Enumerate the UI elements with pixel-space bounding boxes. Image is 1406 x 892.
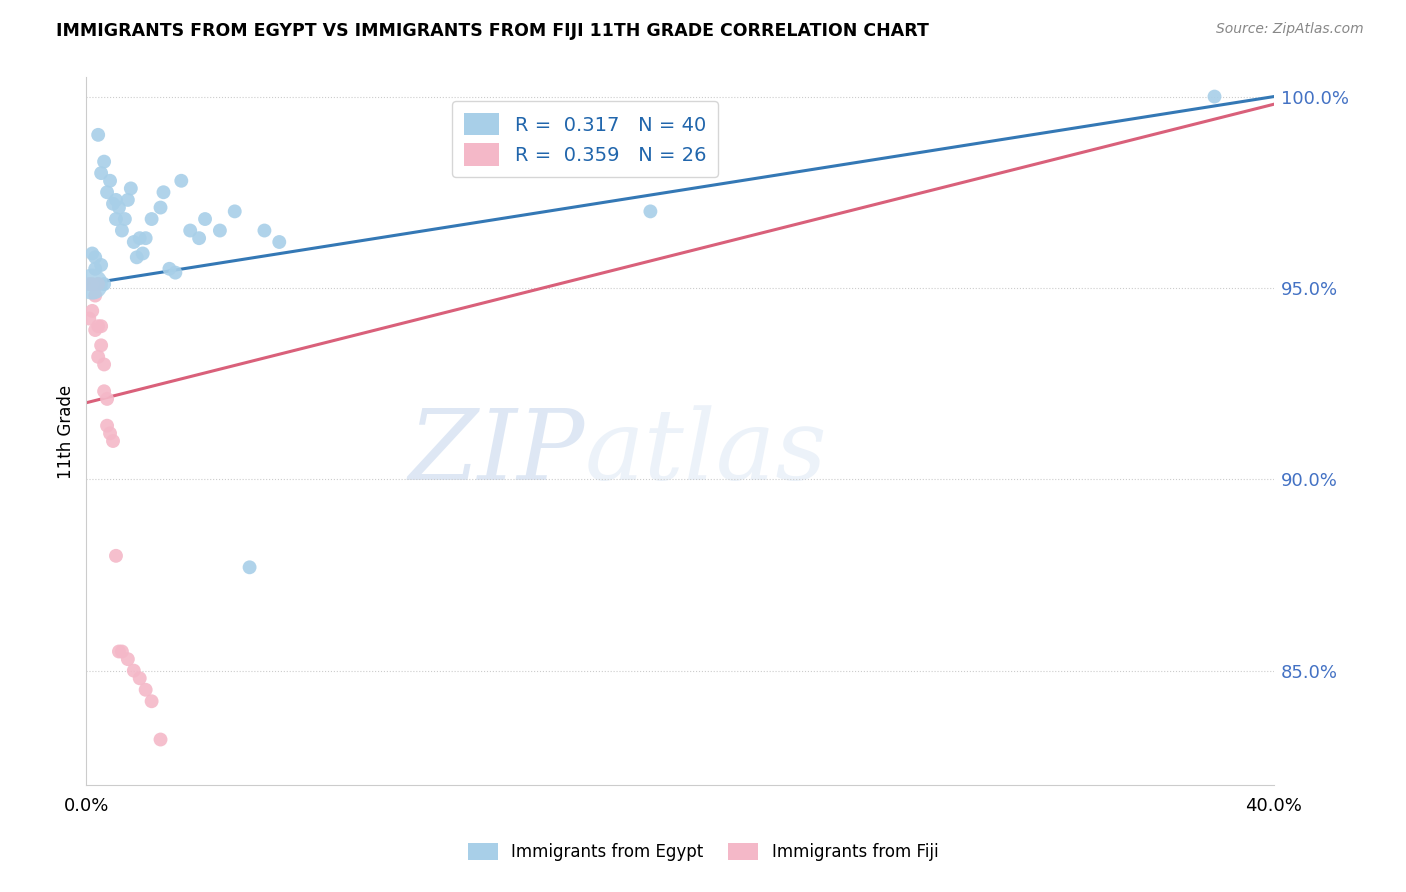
Point bbox=[104, 193, 127, 207]
Point bbox=[87, 128, 110, 142]
Point bbox=[114, 212, 136, 227]
Point bbox=[82, 246, 104, 260]
Point bbox=[128, 231, 150, 245]
Point bbox=[157, 261, 180, 276]
Point bbox=[640, 204, 662, 219]
Point bbox=[82, 304, 104, 318]
Point bbox=[90, 338, 112, 352]
Point bbox=[87, 277, 110, 292]
Point bbox=[93, 277, 115, 292]
Point bbox=[208, 223, 231, 237]
Text: atlas: atlas bbox=[585, 405, 828, 500]
Point bbox=[82, 277, 104, 292]
Point bbox=[135, 231, 157, 245]
Point bbox=[117, 193, 139, 207]
Point bbox=[84, 323, 107, 337]
Point bbox=[111, 644, 134, 658]
Point bbox=[90, 258, 112, 272]
Point bbox=[269, 235, 291, 249]
Point bbox=[179, 223, 201, 237]
Point bbox=[149, 201, 172, 215]
Point bbox=[108, 644, 131, 658]
Point bbox=[141, 694, 163, 708]
Point bbox=[104, 549, 127, 563]
Point bbox=[84, 288, 107, 302]
Point bbox=[141, 212, 163, 227]
Point bbox=[93, 358, 115, 372]
Point bbox=[122, 664, 145, 678]
Point bbox=[96, 186, 118, 200]
Text: ZIP: ZIP bbox=[409, 405, 585, 500]
Point bbox=[253, 223, 276, 237]
Point bbox=[90, 319, 112, 334]
Point bbox=[84, 250, 107, 264]
Point bbox=[170, 174, 193, 188]
Point bbox=[135, 682, 157, 697]
Point bbox=[77, 311, 100, 326]
Point bbox=[96, 392, 118, 406]
Point bbox=[194, 212, 217, 227]
Y-axis label: 11th Grade: 11th Grade bbox=[58, 384, 75, 478]
Point bbox=[87, 319, 110, 334]
Point bbox=[165, 266, 187, 280]
Point bbox=[1204, 89, 1226, 103]
Point bbox=[188, 231, 211, 245]
Point bbox=[87, 277, 110, 292]
Point bbox=[98, 174, 121, 188]
Point bbox=[98, 426, 121, 441]
Point bbox=[128, 671, 150, 685]
Point bbox=[131, 246, 153, 260]
Point bbox=[90, 166, 112, 180]
Point bbox=[111, 223, 134, 237]
Point bbox=[77, 277, 100, 292]
Point bbox=[101, 196, 124, 211]
Point bbox=[84, 261, 107, 276]
Point bbox=[239, 560, 262, 574]
Point bbox=[224, 204, 246, 219]
Point bbox=[104, 212, 127, 227]
Point bbox=[93, 154, 115, 169]
Legend: Immigrants from Egypt, Immigrants from Fiji: Immigrants from Egypt, Immigrants from F… bbox=[461, 836, 945, 868]
Point bbox=[122, 235, 145, 249]
Point bbox=[149, 732, 172, 747]
Point bbox=[117, 652, 139, 666]
Point bbox=[87, 350, 110, 364]
Legend: R =  0.317   N = 40, R =  0.359   N = 26: R = 0.317 N = 40, R = 0.359 N = 26 bbox=[453, 102, 718, 178]
Point bbox=[96, 418, 118, 433]
Point bbox=[82, 277, 104, 292]
Point bbox=[125, 250, 148, 264]
Point bbox=[120, 181, 142, 195]
Point bbox=[152, 186, 174, 200]
Text: Source: ZipAtlas.com: Source: ZipAtlas.com bbox=[1216, 22, 1364, 37]
Point bbox=[93, 384, 115, 399]
Point bbox=[108, 201, 131, 215]
Text: IMMIGRANTS FROM EGYPT VS IMMIGRANTS FROM FIJI 11TH GRADE CORRELATION CHART: IMMIGRANTS FROM EGYPT VS IMMIGRANTS FROM… bbox=[56, 22, 929, 40]
Point bbox=[101, 434, 124, 448]
